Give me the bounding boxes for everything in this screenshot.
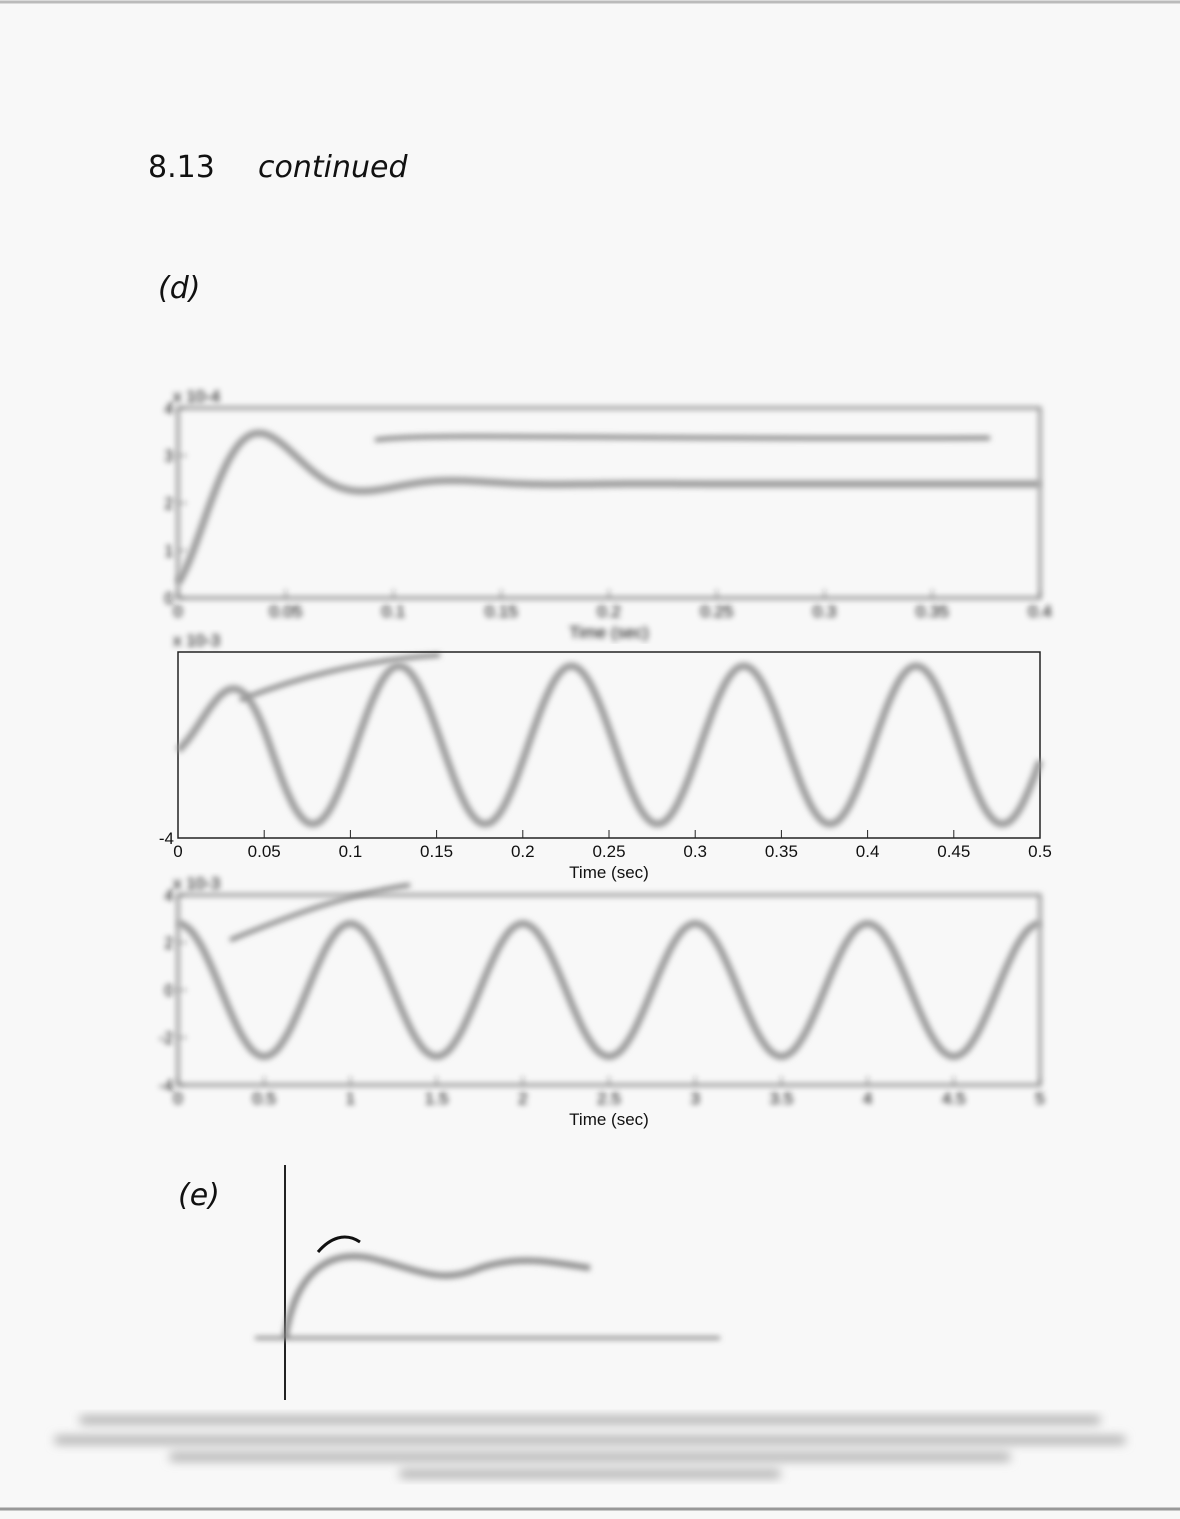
y-tick-label: 0	[165, 589, 174, 608]
part-label: (e)	[178, 1178, 220, 1213]
exp-group: x 10-3	[173, 631, 220, 650]
x-tick-label: 1	[346, 1089, 355, 1108]
x-tick-label: 0.2	[511, 842, 535, 861]
x-tick-label: 1.5	[425, 1089, 449, 1108]
x-axis-label: Time (sec)	[569, 623, 649, 642]
x-tick-label: 0.25	[592, 842, 625, 861]
plot-panel: 0 0.05 0.1 0.15 0.2 0.25 0.3 0.35 0.4 0.45 0.5 -4 x …	[159, 631, 1052, 882]
y-tick-label: 3	[165, 447, 174, 466]
x-tick-label: 0.5	[1028, 842, 1052, 861]
y-tick-label: 0	[165, 981, 174, 1000]
y-tick-label: -2	[159, 1029, 174, 1048]
x-tick-label: 0.4	[856, 842, 880, 861]
x-tick-label: 0.05	[248, 842, 281, 861]
x-tick-label: 0.2	[597, 602, 621, 621]
curve	[175, 662, 1044, 828]
panel-content: 0 0.05 0.1 0.15 0.2 0.25 0.3 0.35 0.4 0 1 2 3 4	[165, 399, 1052, 621]
y-tick-label: 4	[165, 886, 174, 905]
x-tick-label: 0.35	[765, 842, 798, 861]
x-tick-label: 0.1	[382, 602, 406, 621]
curve	[175, 429, 1040, 585]
exp-group: x 10-4	[173, 387, 220, 406]
figure-e	[255, 1165, 720, 1400]
x-tick-label: 3.5	[770, 1089, 794, 1108]
exp-group: x 10-3	[173, 874, 220, 893]
plot-panel: 0 0.05 0.1 0.15 0.2 0.25 0.3 0.35 0.4 0 1 2 3 4x 10-4…	[165, 387, 1052, 642]
x-tick-label: 5	[1035, 1089, 1044, 1108]
y-tick-label: 1	[165, 542, 174, 561]
panel-content: 0 0.05 0.1 0.15 0.2 0.25 0.3 0.35 0.4 0.45 0.5 -4	[159, 651, 1052, 861]
x-tick-label: 0.3	[683, 842, 707, 861]
part-label: (d)	[158, 271, 200, 306]
y-tick-label: 2	[165, 934, 174, 953]
problem-note: continued	[258, 150, 408, 185]
x-tick-label: 4.5	[942, 1089, 966, 1108]
annotation	[229, 434, 991, 942]
x-tick-label: 0	[173, 842, 182, 861]
x-axis-label: Time (sec)	[569, 1110, 649, 1129]
axis-exponent: x 10-4	[173, 387, 220, 406]
axes-box	[177, 651, 1041, 839]
curve-group	[175, 662, 1044, 828]
x-tick-label: 0.15	[485, 602, 518, 621]
curve	[316, 1235, 361, 1253]
axis-exponent: x 10-3	[173, 874, 220, 893]
footer-blur	[55, 1416, 1125, 1478]
x-tick-label: 2	[518, 1089, 527, 1108]
x-tick-label: 4	[863, 1089, 872, 1108]
y-tick-label: -4	[159, 1076, 174, 1095]
curve-group	[175, 429, 1040, 585]
x-tick-label: 0.5	[252, 1089, 276, 1108]
x-tick-label: 0	[173, 602, 182, 621]
x-tick-label: 0.3	[813, 602, 837, 621]
y-tick-label: 4	[165, 399, 174, 418]
axis-exponent: x 10-3	[173, 631, 220, 650]
x-tick-label: 0.25	[700, 602, 733, 621]
y-tick-label: 2	[165, 494, 174, 513]
x-tick-label: 0.05	[269, 602, 302, 621]
x-tick-label: 3	[690, 1089, 699, 1108]
blurred-plot	[255, 1253, 720, 1341]
x-tick-label: 0	[173, 1089, 182, 1108]
x-tick-label: 0.4	[1028, 602, 1052, 621]
panel-content: 0 0.5 1 1.5 2 2.5 3 3.5 4 4.5 5 -4 -2 0 2 4	[159, 886, 1045, 1108]
curve-group	[177, 919, 1041, 1061]
x-tick-label: 0.35	[916, 602, 949, 621]
curve	[177, 919, 1041, 1061]
x-axis-label: Time (sec)	[569, 863, 649, 882]
y-tick-label: -4	[159, 829, 174, 848]
x-tick-label: 0.15	[420, 842, 453, 861]
x-tick-label: 0.1	[339, 842, 363, 861]
problem-number: 8.13	[148, 150, 215, 185]
x-tick-label: 2.5	[597, 1089, 621, 1108]
x-tick-label: 0.45	[937, 842, 970, 861]
